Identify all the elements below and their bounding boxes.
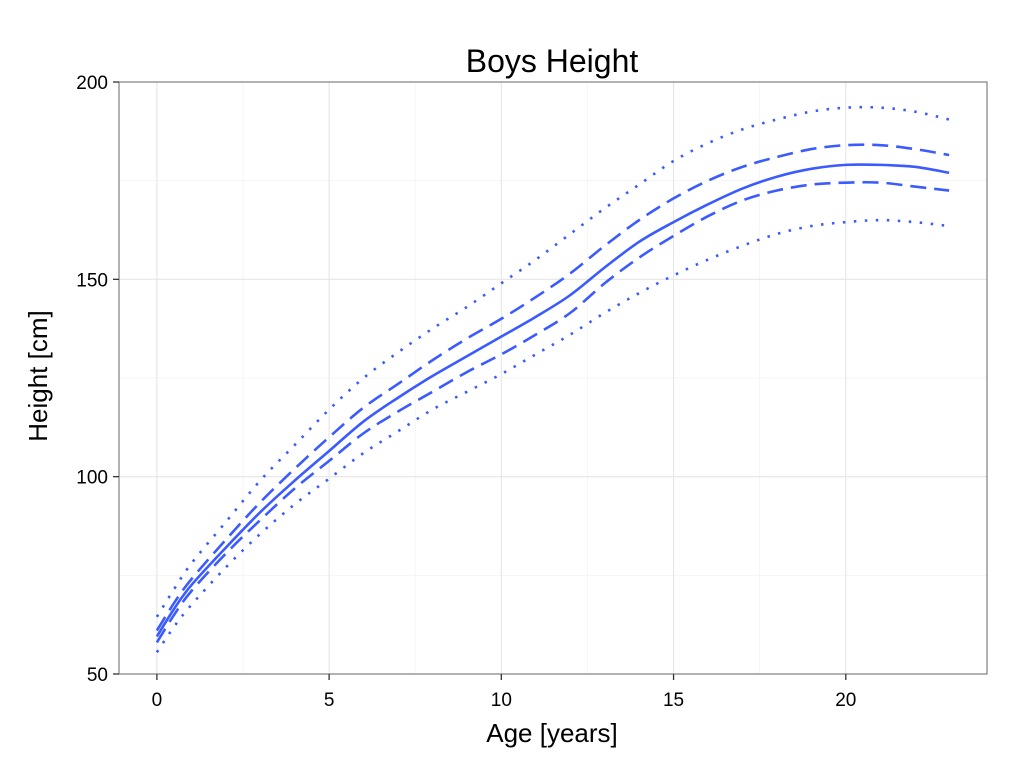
curves — [155, 105, 950, 654]
y-tick-label: 100 — [76, 468, 108, 489]
x-tick-label: 20 — [835, 690, 856, 711]
x-tick-label: 0 — [152, 690, 163, 711]
x-tick-label: 15 — [663, 690, 684, 711]
x-tick-label: 10 — [491, 690, 512, 711]
series-line-solid-2 — [155, 163, 950, 638]
grid — [119, 81, 987, 675]
series-line-dashed-1 — [155, 180, 950, 644]
series-line-dotted-0 — [155, 218, 950, 654]
chart-title: Boys Height — [466, 43, 639, 79]
y-tick-label: 200 — [76, 73, 108, 94]
plot-panel-border — [118, 81, 988, 675]
y-tick-label: 150 — [76, 270, 108, 291]
x-axis-title: Age [years] — [486, 718, 618, 748]
series-line-dashed-3 — [155, 143, 950, 632]
axis-ticks: 0 5 10 15 20 50 100 150 200 — [76, 73, 856, 711]
y-axis-title: Height [cm] — [23, 310, 53, 442]
x-tick-label: 5 — [324, 690, 335, 711]
y-tick-label: 50 — [87, 665, 108, 686]
